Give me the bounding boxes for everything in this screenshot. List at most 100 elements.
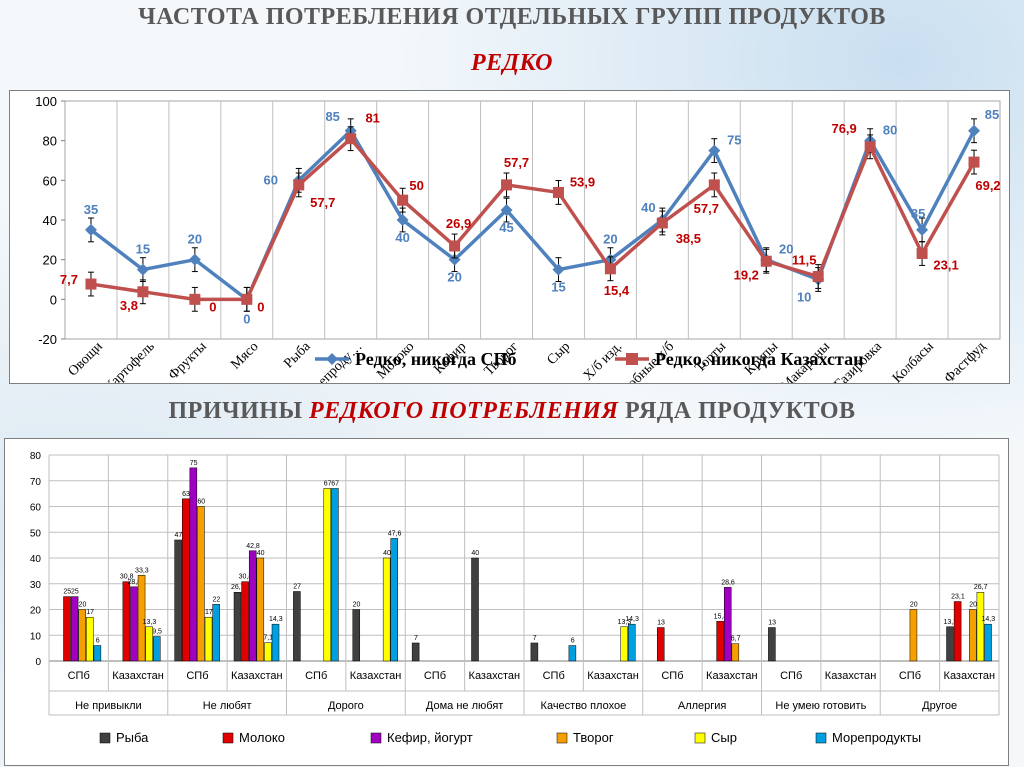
legend-label-milk: Молоко — [239, 730, 285, 745]
data-point-kz — [397, 194, 409, 206]
bar-value-label: 20 — [353, 602, 361, 609]
bar-value-label: 33,3 — [135, 567, 149, 574]
bar-value-label: 7 — [533, 635, 537, 642]
bar-seafood — [628, 623, 636, 662]
subgroup-label: Казахстан — [587, 670, 639, 682]
data-point-spb — [396, 214, 409, 226]
y-tick-label: 0 — [50, 292, 57, 307]
group-label: Не умею готовить — [775, 700, 866, 712]
subgroup-label: СПб — [780, 670, 802, 682]
data-label-kz: 57,7 — [310, 195, 335, 210]
bar-tvorog — [197, 506, 205, 662]
y-tick-label: 60 — [30, 503, 42, 514]
data-label-spb: 60 — [264, 172, 278, 187]
bar-kefir — [70, 596, 79, 662]
data-label-spb: 35 — [84, 202, 98, 217]
subgroup-label: СПб — [68, 670, 90, 682]
group-label: Не привыкли — [75, 700, 142, 712]
group-label: Качество плохое — [541, 700, 627, 712]
data-point-spb — [188, 253, 201, 266]
data-point-kz — [501, 179, 513, 191]
x-tick-label: Фрукты — [166, 339, 210, 383]
subgroup-label: Казахстан — [469, 670, 521, 682]
bar-fish — [174, 539, 182, 662]
bar-value-label: 60 — [197, 499, 205, 506]
data-label-spb: 0 — [243, 311, 250, 326]
subgroup-label: СПб — [305, 670, 327, 682]
bar-tvorog — [137, 575, 146, 662]
data-label-kz: 69,2 — [975, 178, 1000, 193]
x-tick-label: Овощи — [66, 339, 107, 380]
y-tick-label: 100 — [35, 94, 57, 109]
legend-marker-spb — [326, 353, 338, 365]
bar-seafood — [568, 645, 577, 662]
bar-value-label: 30,8 — [239, 574, 253, 581]
bar-value-label: 14,3 — [982, 616, 996, 623]
legend-label-kefir: Кефир, йогурт — [387, 730, 473, 745]
bar-cheese — [976, 591, 985, 662]
bar-seafood — [390, 538, 399, 662]
group-label: Дома не любят — [426, 700, 503, 712]
main-title: ЧАСТОТА ПОТРЕБЛЕНИЯ ОТДЕЛЬНЫХ ГРУПП ПРОД… — [138, 4, 886, 30]
bar-value-label: 40 — [471, 550, 479, 557]
data-label-kz: 50 — [409, 178, 423, 193]
data-point-kz — [85, 278, 97, 290]
y-tick-label: 80 — [43, 134, 57, 149]
bar-milk — [241, 581, 249, 662]
second-title-suffix: РЯДА ПРОДУКТОВ — [618, 398, 856, 424]
y-tick-label: 10 — [30, 631, 42, 642]
bar-milk — [716, 621, 724, 662]
bar-fish — [768, 627, 776, 662]
y-tick-label: 70 — [30, 477, 42, 488]
line-chart-panel: -20 0 20 40 60 80 100 Овощи Картофель Фрукты Мясо Р… — [9, 90, 1010, 384]
subgroup-label: Казахстан — [944, 670, 996, 682]
group-label: Дорого — [328, 700, 364, 712]
bar-milk — [953, 601, 962, 662]
bar-fish — [946, 626, 954, 662]
bar-value-label: 30,8 — [120, 574, 134, 581]
bar-milk — [63, 596, 71, 662]
bar-value-label: 40 — [257, 550, 265, 557]
subgroup-label: Казахстан — [231, 670, 283, 682]
data-label-spb: 40 — [395, 230, 409, 245]
data-label-spb: 10 — [797, 290, 811, 305]
data-point-kz — [449, 240, 461, 252]
data-label-spb: 20 — [188, 232, 202, 247]
subgroup-label: СПб — [899, 670, 921, 682]
data-point-kz — [604, 263, 616, 275]
bar-value-label: 6 — [96, 638, 100, 645]
bar-value-label: 22 — [213, 596, 221, 603]
bar-milk — [656, 627, 665, 662]
y-tick-label: 0 — [35, 657, 41, 668]
data-point-spb — [136, 263, 149, 276]
bar-value-label: 17 — [205, 609, 213, 616]
bar-seafood — [331, 488, 339, 662]
bar-value-label: 26,7 — [974, 584, 988, 591]
x-tick-label: Рыба — [281, 339, 314, 372]
legend-swatch-seafood — [815, 732, 827, 744]
second-title: ПРИЧИНЫ РЕДКОГО ПОТРЕБЛЕНИЯ РЯДА ПРОДУКТ… — [0, 398, 1024, 425]
bar-fish — [530, 642, 539, 662]
subgroup-label: Казахстан — [350, 670, 402, 682]
data-label-spb: 85 — [985, 107, 999, 122]
legend-swatch-cheese — [694, 732, 706, 744]
bar-value-label: 20 — [969, 602, 977, 609]
bar-fish — [471, 557, 479, 662]
bar-value-label: 13 — [657, 620, 665, 627]
data-label-kz: 11,5 — [792, 253, 817, 268]
bar-value-label: 20 — [79, 602, 87, 609]
bar-kefir — [130, 586, 138, 662]
bar-value-label: 9,5 — [152, 629, 162, 636]
bar-value-label: 40 — [383, 550, 391, 557]
bar-cheese — [86, 616, 94, 662]
bar-chart-panel: 0 10 20 30 40 50 60 70 80 Не привыкли СПб 25 25 20 17 6… — [4, 438, 1009, 766]
bar-value-label: 6,7 — [731, 636, 741, 643]
subgroup-label: Казахстан — [112, 670, 164, 682]
subgroup-label: СПб — [661, 670, 683, 682]
data-point-kz — [241, 293, 253, 305]
data-label-spb: 45 — [499, 220, 513, 235]
second-title-highlight: РЕДКОГО ПОТРЕБЛЕНИЯ — [309, 398, 619, 424]
x-tick-label: Х/б изд. — [581, 339, 626, 383]
subgroup-label: Казахстан — [706, 670, 758, 682]
